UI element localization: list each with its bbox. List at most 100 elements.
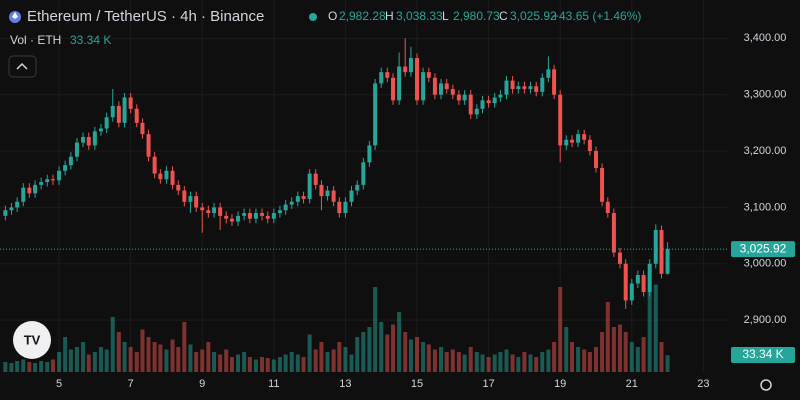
candle-body bbox=[397, 66, 402, 101]
volume-bar bbox=[206, 342, 211, 372]
candle-body bbox=[27, 187, 32, 194]
volume-bar bbox=[349, 354, 354, 372]
candle-body bbox=[373, 83, 378, 146]
candle-body bbox=[301, 196, 306, 199]
candle-body bbox=[39, 182, 44, 185]
candle-body bbox=[265, 215, 270, 219]
volume-bar bbox=[242, 352, 247, 372]
volume-bar bbox=[104, 349, 109, 372]
candle-body bbox=[361, 162, 366, 185]
volume-bar bbox=[9, 363, 14, 372]
settings-button[interactable] bbox=[760, 379, 772, 391]
candle-body bbox=[540, 77, 545, 92]
x-tick-label: 5 bbox=[56, 378, 62, 390]
candle-body bbox=[576, 134, 581, 143]
volume-bar bbox=[283, 354, 288, 372]
legend-change: +43.65 (+1.46%) bbox=[552, 9, 641, 23]
grid bbox=[0, 0, 727, 372]
candle-body bbox=[128, 97, 133, 109]
volume-bar bbox=[253, 359, 258, 372]
volume-bar bbox=[122, 342, 127, 372]
x-tick-label: 15 bbox=[411, 378, 423, 390]
collapse-button[interactable] bbox=[8, 55, 37, 78]
collapse-icon bbox=[16, 62, 28, 70]
candle-body bbox=[15, 201, 20, 208]
y-tick-label: 3,400.00 bbox=[744, 32, 787, 44]
volume-bar bbox=[134, 352, 139, 372]
volume-bar bbox=[629, 342, 634, 372]
volume-bar bbox=[510, 354, 515, 372]
overlay: Ethereum / TetherUS · 4h · Binance Vol ·… bbox=[8, 8, 795, 391]
candle-body bbox=[86, 136, 91, 146]
candle-body bbox=[593, 151, 598, 168]
candle-body bbox=[552, 69, 557, 95]
volume-bar bbox=[546, 349, 551, 372]
candle-body bbox=[116, 105, 121, 123]
candle-body bbox=[426, 72, 431, 78]
volume-bar bbox=[450, 349, 455, 372]
volume-bar bbox=[98, 347, 103, 372]
candle-body bbox=[558, 94, 563, 146]
volume-bar bbox=[564, 327, 569, 372]
volume-bar bbox=[444, 352, 449, 372]
volume-bar bbox=[593, 347, 598, 372]
candle-body bbox=[3, 210, 8, 216]
legend-value: 3,025.92 bbox=[510, 9, 557, 23]
candle-body bbox=[432, 77, 437, 95]
candle-body bbox=[349, 190, 354, 202]
volume-bar bbox=[438, 347, 443, 372]
volume-bar bbox=[110, 317, 115, 372]
volume-bar bbox=[164, 349, 169, 372]
volume-bar bbox=[587, 352, 592, 372]
volume-bar bbox=[265, 358, 270, 372]
volume-bar bbox=[140, 329, 145, 372]
volume-bar bbox=[152, 342, 157, 372]
volume-bar bbox=[116, 332, 121, 372]
volume-bar bbox=[21, 359, 26, 372]
volume-bar bbox=[582, 349, 587, 372]
candle-body bbox=[605, 201, 610, 214]
volume-bar bbox=[528, 354, 533, 372]
candle-body bbox=[63, 165, 68, 171]
candle-body bbox=[283, 204, 288, 211]
legend-label: L bbox=[442, 9, 449, 23]
legend-value: 2,982.28 bbox=[339, 9, 386, 23]
volume-bar bbox=[391, 324, 396, 372]
volume-bar bbox=[558, 287, 563, 372]
candle-body bbox=[611, 213, 616, 253]
candle-body bbox=[110, 105, 115, 118]
volume-bar bbox=[426, 344, 431, 372]
volume-bar bbox=[385, 334, 390, 372]
volume-bar bbox=[194, 352, 199, 372]
volume-bar bbox=[653, 284, 658, 372]
volume-bar bbox=[367, 327, 372, 372]
candle-body bbox=[516, 86, 521, 90]
volume-bar bbox=[247, 357, 252, 372]
volume-bar bbox=[623, 332, 628, 372]
volume-bar bbox=[74, 347, 79, 372]
candle-body bbox=[343, 201, 348, 214]
candle-body bbox=[391, 77, 396, 101]
candle-body bbox=[9, 207, 14, 211]
candle-body bbox=[122, 97, 127, 123]
candle-body bbox=[408, 58, 413, 73]
volume-bar bbox=[480, 354, 485, 372]
candle-body bbox=[600, 167, 605, 202]
candle-body bbox=[534, 86, 539, 92]
volume-pane bbox=[3, 284, 670, 372]
volume-bar bbox=[552, 342, 557, 372]
volume-bar bbox=[86, 354, 91, 372]
volume-bar bbox=[337, 342, 342, 372]
candle-body bbox=[307, 173, 312, 199]
candle-body bbox=[492, 97, 497, 104]
logo-glyph: TV bbox=[24, 332, 41, 347]
volume-bar bbox=[498, 352, 503, 372]
candle-body bbox=[450, 89, 455, 95]
volume-bar bbox=[128, 347, 133, 372]
volume-bar bbox=[63, 337, 68, 372]
volume-bar bbox=[468, 347, 473, 372]
candle-body bbox=[74, 142, 79, 157]
volume-bar bbox=[92, 352, 97, 372]
volume-bar bbox=[647, 292, 652, 372]
candle-body bbox=[81, 136, 86, 143]
